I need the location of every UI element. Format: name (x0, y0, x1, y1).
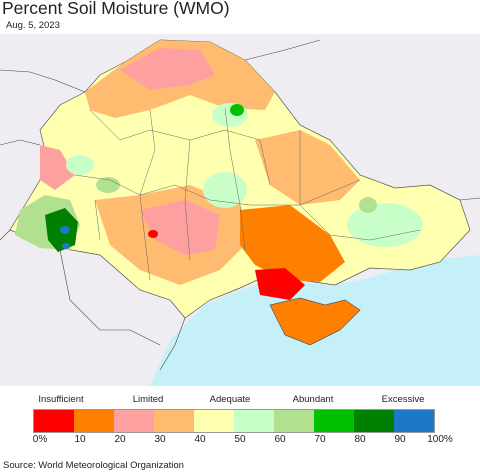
legend-swatch-9 (394, 410, 434, 432)
legend-swatch-1 (74, 410, 114, 432)
legend-category-abundant: Abundant (292, 394, 334, 405)
neighbor-borders (0, 39, 480, 371)
legend-color-bar (33, 409, 435, 433)
legend-swatch-8 (354, 410, 394, 432)
legend-tick-1: 10 (74, 434, 86, 445)
zone-0-west (148, 230, 158, 238)
legend-tick-6: 60 (274, 434, 286, 445)
legend-tick-5: 50 (234, 434, 246, 445)
legend-swatch-5 (234, 410, 274, 432)
source-credit: Source: World Meteorological Organizatio… (3, 460, 184, 471)
zone-20-north (120, 48, 215, 90)
legend-category-insufficient: Insufficient (38, 394, 84, 405)
zone-50-east (347, 203, 423, 247)
zone-20-center (140, 200, 220, 255)
legend-categories: Insufficient Limited Adequate Abundant E… (0, 394, 480, 408)
legend-ticks: 0% 10 20 30 40 50 60 70 80 90 100% (0, 434, 480, 448)
zone-0-south (255, 268, 305, 300)
map-date: Aug. 5, 2023 (6, 20, 60, 31)
legend-tick-8: 80 (354, 434, 366, 445)
zone-90-west (60, 226, 70, 234)
zone-20-west (40, 145, 75, 190)
soil-moisture-map (0, 34, 480, 386)
zone-50-nw (66, 155, 94, 175)
legend-tick-3: 30 (154, 434, 166, 445)
zone-90-south (62, 243, 70, 249)
legend-swatch-3 (154, 410, 194, 432)
legend-swatch-0 (34, 410, 74, 432)
legend-category-adequate: Adequate (209, 394, 251, 405)
map-title: Percent Soil Moisture (WMO) (2, 0, 230, 18)
legend-category-excessive: Excessive (381, 394, 425, 405)
zone-10-south (240, 205, 345, 282)
zone-50-center (203, 172, 247, 208)
legend-swatch-4 (194, 410, 234, 432)
zone-30-east (255, 130, 360, 205)
legend-tick-2: 20 (114, 434, 126, 445)
sea-of-azov (305, 282, 370, 300)
legend-category-limited: Limited (132, 394, 164, 405)
legend-tick-0: 0% (32, 434, 48, 445)
zone-60-east (359, 197, 377, 213)
zone-60-center (96, 177, 120, 193)
legend-swatch-7 (314, 410, 354, 432)
legend-tick-9: 90 (394, 434, 406, 445)
legend-tick-10: 100% (427, 434, 453, 445)
crimea (269, 297, 361, 346)
legend-tick-4: 40 (194, 434, 206, 445)
zone-70-north (230, 104, 244, 116)
legend-swatch-6 (274, 410, 314, 432)
legend-tick-7: 70 (314, 434, 326, 445)
legend-swatch-2 (114, 410, 154, 432)
oblast-borders (74, 107, 421, 281)
